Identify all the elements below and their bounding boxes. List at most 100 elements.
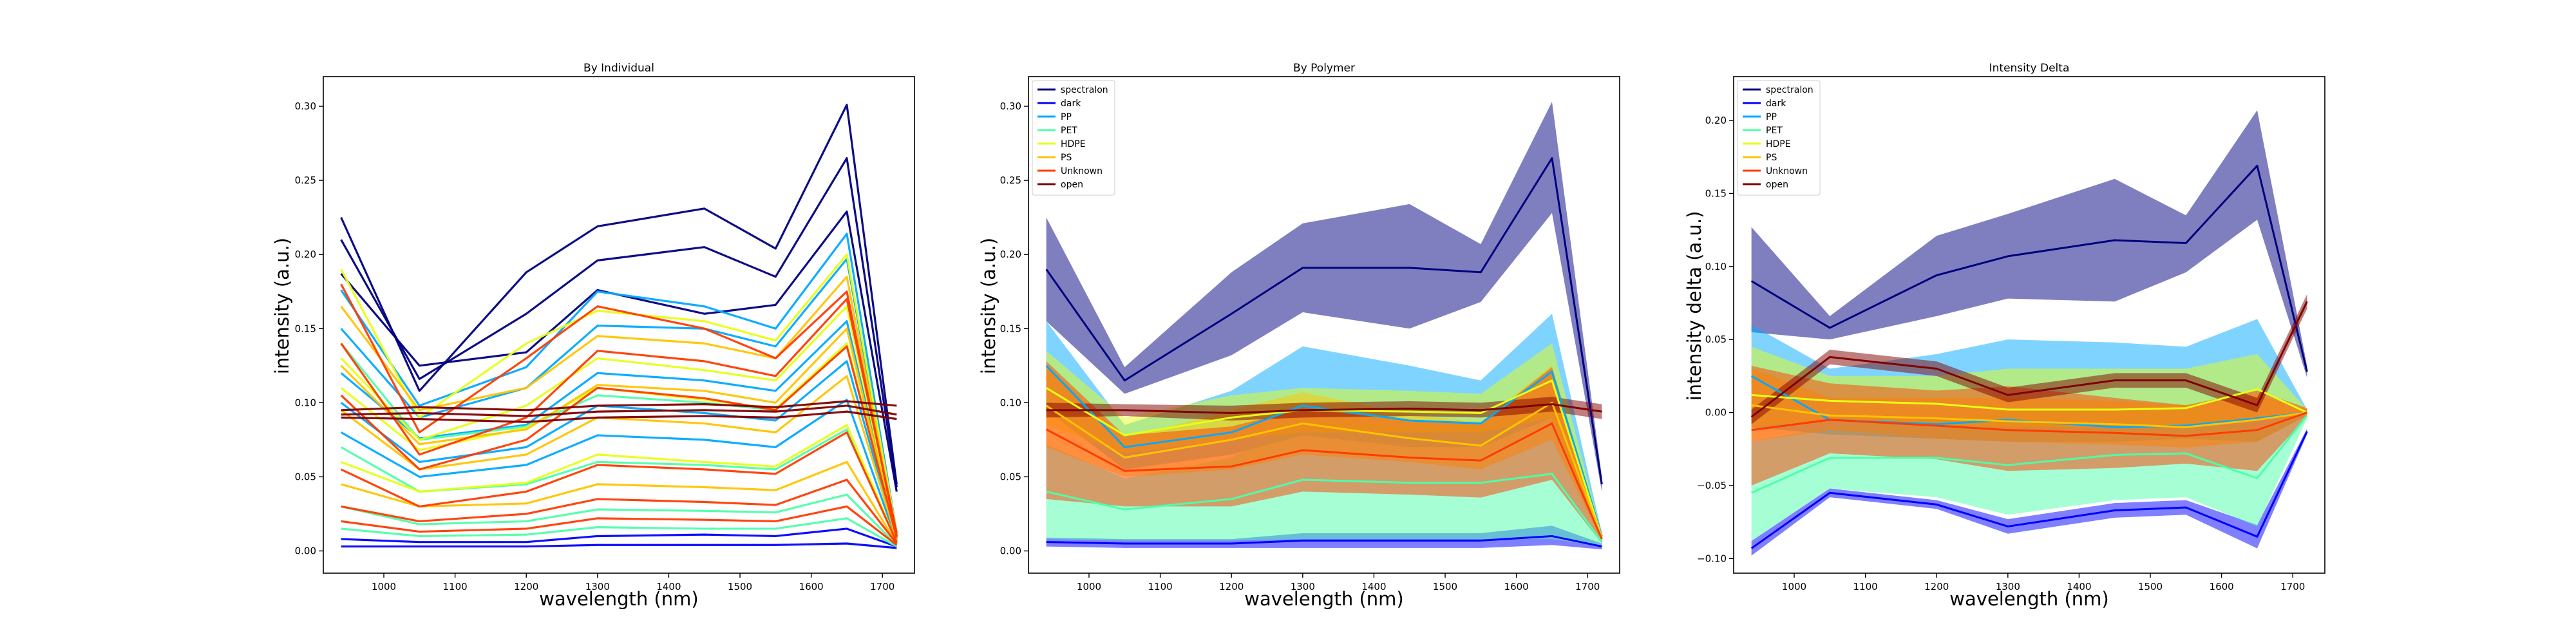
series-line-pet [341,517,898,547]
y-axis-label: intensity delta (a.u.) [1683,211,1705,401]
panel-title: By Individual [583,62,654,75]
mean-line-unknown [1045,422,1603,540]
panel-intensity-delta: Intensity Delta intensity delta (a.u.) w… [1683,62,2325,610]
x-tick-label: 1000 [372,581,396,592]
y-tick-label: 0.20 [1000,249,1021,260]
series-line-unknown [340,298,898,534]
y-tick-label: 0.10 [295,397,316,408]
band-dark [1751,428,2307,556]
legend-label-pet: PET [1061,126,1077,136]
legend-box [1737,80,1821,196]
y-axis-label: intensity (a.u.) [271,238,293,374]
series-line-dark [341,542,897,549]
series-line-unknown [340,345,898,538]
x-tick-label: 1500 [728,581,752,592]
mean-line-pp [1045,365,1603,536]
y-tick-label: 0.30 [295,100,316,112]
series-line-unknown [340,431,898,543]
x-tick-label: 1200 [514,581,538,592]
series-line-dark [341,527,897,548]
x-tick-label: 1000 [1782,581,1806,592]
y-tick-label: 0.25 [295,175,316,186]
x-tick-label: 1500 [2138,581,2163,592]
y-tick-label: 0.10 [1000,397,1021,408]
y-tick-label: 0.05 [1705,334,1727,345]
series-line-hdpe [340,253,898,534]
plot-frame [323,76,915,574]
plot-marks [1045,102,1603,550]
y-tick-label: 0.10 [1705,261,1727,272]
legend-label-unknown: Unknown [1061,166,1103,176]
x-axis-label: wavelength (nm) [1244,588,1403,610]
legend-label-spectralon: spectralon [1766,85,1814,95]
mean-line-hdpe [1751,388,2307,413]
mean-line-pet [1046,473,1603,543]
mean-line-ps [1751,404,2307,428]
x-tick-label: 1600 [799,581,824,592]
mean-line-pet [1751,415,2308,494]
x-tick-label: 1700 [1575,581,1600,592]
y-tick-label: 0.30 [1000,100,1021,112]
x-tick-label: 1100 [443,581,468,592]
panel-title: By Polymer [1293,62,1355,75]
legend-label-pet: PET [1766,126,1783,136]
x-tick-label: 1400 [2067,581,2091,592]
legend-label-pp: PP [1061,112,1072,122]
x-tick-label: 1700 [870,581,895,592]
legend-label-unknown: Unknown [1766,166,1808,176]
x-tick-label: 1100 [1853,581,1878,592]
y-tick-label: −0.05 [1697,480,1727,491]
band-spectralon [1751,110,2307,378]
legend-label-dark: dark [1766,99,1786,109]
series-line-unknown [341,505,898,546]
y-tick-label: 0.25 [1000,175,1021,186]
plot-marks [1750,110,2308,556]
series-line-pet [341,493,898,546]
legend-label-dark: dark [1061,99,1081,109]
axis-ticks: 1000 1100 1200 1300 1400 1500 1600 1700 0.00 0.05… [295,100,895,592]
y-tick-label: 0.05 [1000,471,1021,482]
series-line-spectralon [340,104,898,485]
y-tick-label: 0.05 [295,471,316,482]
panel-by-polymer: By Polymer intensity (a.u.) wavelength (… [978,62,1620,610]
x-tick-label: 1400 [656,581,681,592]
series-line-open [341,410,897,423]
y-axis-label: intensity (a.u.) [978,238,999,374]
band-spectralon [1046,102,1602,492]
y-tick-label: 0.20 [295,249,316,260]
series-line-hdpe [341,424,898,543]
series-line-open [341,404,897,417]
legend-box [1032,80,1115,196]
series-line-unknown [341,478,898,544]
mean-line-hdpe [1045,379,1603,538]
mean-line-unknown [1751,412,2307,437]
mean-line-ps [1045,401,1603,538]
mean-line-spectralon [1045,157,1603,485]
series-line-open [341,400,897,412]
panel-title: Intensity Delta [1989,62,2070,75]
y-tick-label: 0.15 [295,323,316,334]
series-line-pp [340,360,898,540]
x-tick-label: 1400 [1361,581,1386,592]
y-tick-label: 0.00 [1000,545,1021,556]
x-tick-label: 1500 [1433,581,1457,592]
legend-label-hdpe: HDPE [1061,139,1086,149]
mean-line-dark [1750,431,2308,549]
series-line-ps [340,375,898,540]
band-unknown [1751,365,2307,486]
y-tick-label: 0.00 [1705,407,1727,419]
plot-marks [340,104,898,549]
x-tick-label: 1300 [585,581,610,592]
legend-label-spectralon: spectralon [1061,85,1108,95]
legend: spectralon dark PP PET HDPE PS Unknown open [1737,80,1821,196]
legend-label-open: open [1061,180,1083,190]
series-line-spectralon [340,156,898,488]
legend-label-hdpe: HDPE [1766,139,1791,149]
axis-ticks: 1000 1100 1200 1300 1400 1500 1600 1700 0.00 0.05… [1000,100,1600,592]
x-tick-label: 1300 [1996,581,2020,592]
series-line-spectralon [340,210,898,492]
legend-label-ps: PS [1766,153,1777,163]
x-tick-label: 1600 [2210,581,2234,592]
x-axis-label: wavelength (nm) [1949,588,2108,610]
y-tick-label: 0.00 [295,545,316,556]
